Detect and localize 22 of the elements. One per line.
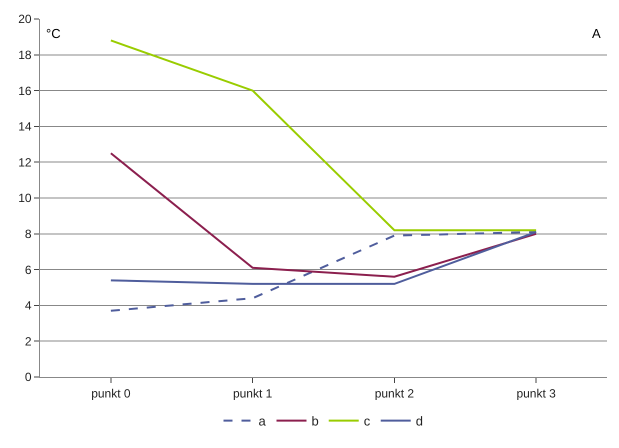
y-tick-label: 14 [18,120,32,134]
line-series [110,152,538,278]
legend-label: d [416,414,423,429]
x-tick-label: punkt 1 [232,386,273,400]
legend-label: b [312,414,319,429]
x-tick-label: punkt 3 [516,386,556,400]
annotation: A [592,26,601,41]
annotation: °C [46,26,61,41]
x-tick-label: punkt 2 [374,386,414,400]
y-tick-label: 12 [18,155,32,170]
legend-label: c [364,414,371,429]
y-tick-label: 10 [18,191,32,206]
y-tick-label: 0 [24,370,32,384]
y-tick-label: 8 [24,227,32,241]
y-tick-label: 2 [24,334,32,348]
y-tick-label: 16 [18,84,32,98]
y-tick-label: 18 [18,48,32,62]
y-tick-label: 6 [24,262,32,277]
y-tick-label: 20 [18,12,32,26]
legend-label: a [258,414,266,429]
y-tick-label: 4 [24,298,32,313]
x-tick-label: punkt 0 [91,386,131,400]
